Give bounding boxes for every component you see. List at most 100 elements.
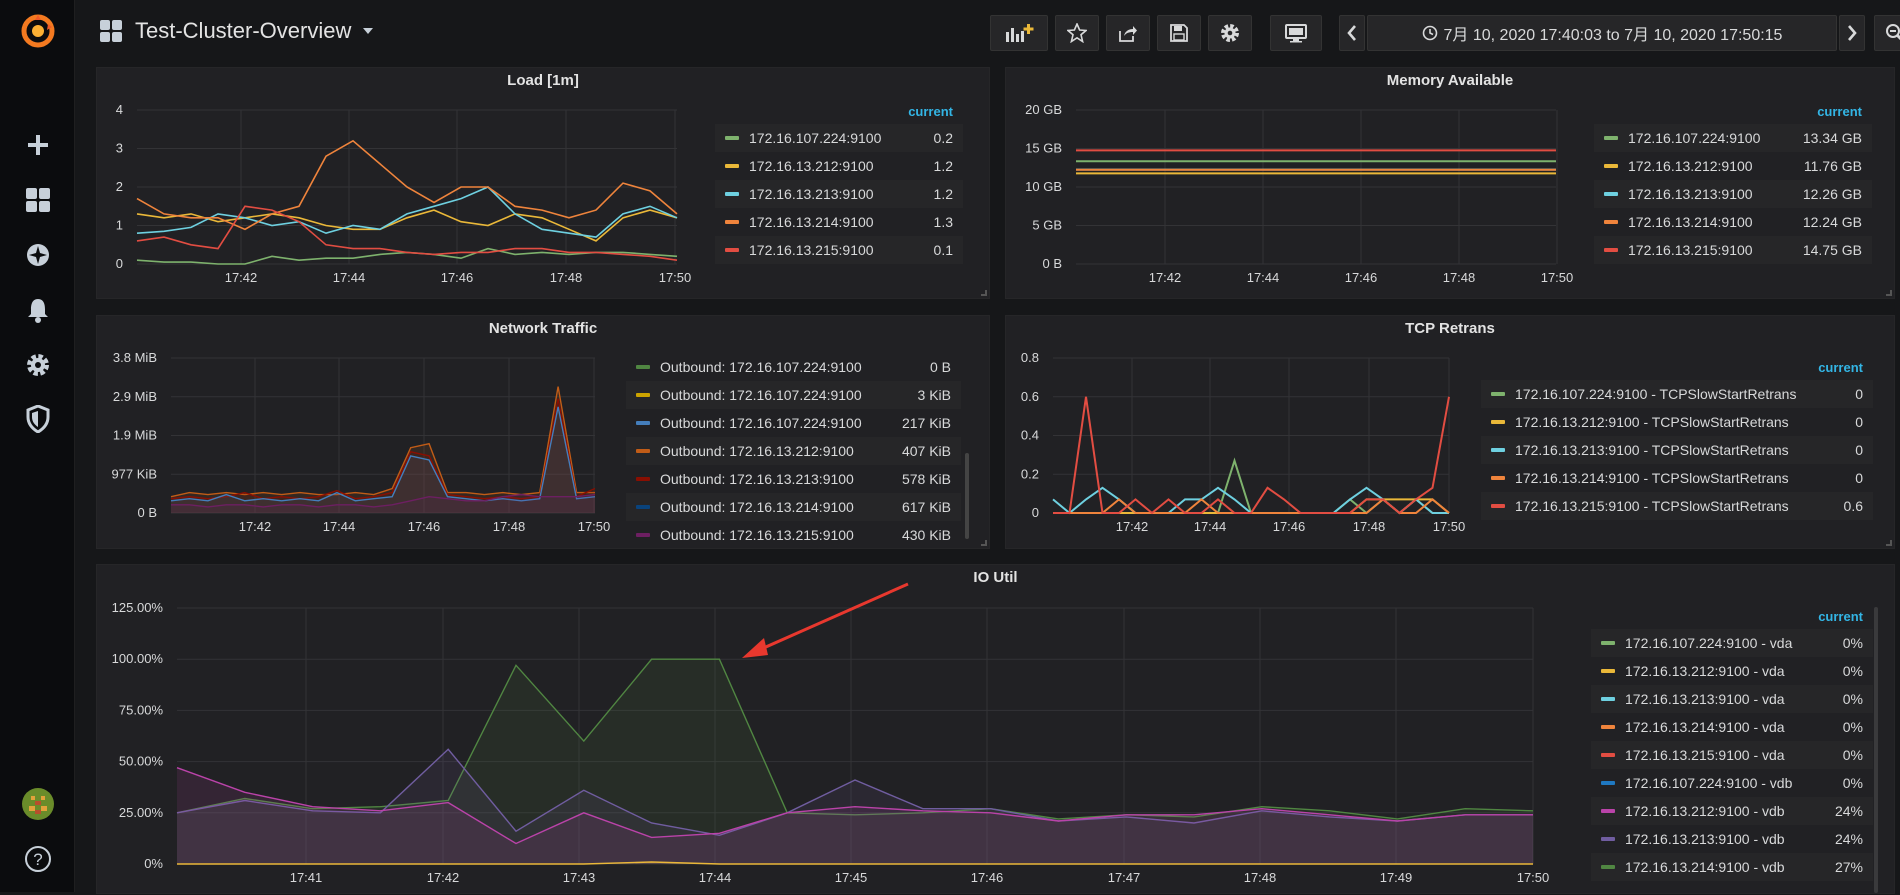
time-range-picker[interactable]: 7月 10, 2020 17:40:03 to 7月 10, 2020 17:5… (1367, 15, 1837, 51)
legend-current-header[interactable]: current (1818, 360, 1863, 375)
legend-item[interactable]: 172.16.13.215:9100 - TCPSlowStartRetrans… (1481, 492, 1873, 520)
time-shift-back-button[interactable] (1339, 15, 1365, 51)
series-color-swatch[interactable] (1604, 220, 1618, 224)
series-color-swatch[interactable] (725, 220, 739, 224)
legend-series-name[interactable]: 172.16.13.212:9100 - vdb (1625, 803, 1785, 819)
series-color-swatch[interactable] (1491, 420, 1505, 424)
time-shift-forward-button[interactable] (1839, 15, 1865, 51)
legend-series-name[interactable]: 172.16.13.212:9100 (1628, 158, 1753, 174)
legend-item[interactable]: 172.16.13.212:9100 1.2 (715, 152, 963, 180)
series-color-swatch[interactable] (725, 192, 739, 196)
series-color-swatch[interactable] (1601, 837, 1615, 841)
resize-handle[interactable] (1886, 540, 1892, 546)
legend-current-header[interactable]: current (1818, 609, 1863, 624)
resize-handle[interactable] (981, 540, 987, 546)
legend-scrollbar[interactable] (965, 453, 969, 539)
legend-series-name[interactable]: Outbound: 172.16.13.213:9100 (660, 471, 854, 487)
legend-item[interactable]: 172.16.13.214:9100 12.24 GB (1594, 208, 1872, 236)
legend-item[interactable]: 172.16.13.215:9100 - vda 0% (1591, 741, 1873, 769)
legend-series-name[interactable]: 172.16.13.213:9100 - vda (1625, 691, 1785, 707)
legend-item[interactable]: 172.16.13.212:9100 - vda 0% (1591, 657, 1873, 685)
legend-item[interactable]: Outbound: 172.16.107.224:9100 0 B (626, 353, 961, 381)
save-dashboard-button[interactable] (1157, 15, 1201, 51)
legend-item[interactable]: 172.16.13.213:9100 - TCPSlowStartRetrans… (1481, 436, 1873, 464)
legend-item[interactable]: Outbound: 172.16.13.213:9100 578 KiB (626, 465, 961, 493)
legend-series-name[interactable]: 172.16.13.215:9100 - TCPSlowStartRetrans (1515, 498, 1789, 514)
legend-item[interactable]: 172.16.107.224:9100 0.2 (715, 124, 963, 152)
series-color-swatch[interactable] (636, 393, 650, 397)
legend-item[interactable]: 172.16.13.215:9100 14.75 GB (1594, 236, 1872, 264)
legend-series-name[interactable]: Outbound: 172.16.107.224:9100 (660, 359, 862, 375)
legend-item[interactable]: 172.16.13.214:9100 1.3 (715, 208, 963, 236)
memory-graph[interactable]: 0 B 5 GB 10 GB 15 GB 20 GB 17:42 17:44 17:46 17:… (1006, 68, 1586, 300)
dashboard-settings-button[interactable] (1208, 15, 1252, 51)
series-line[interactable] (176, 767, 1533, 845)
series-line[interactable] (171, 493, 596, 508)
legend-series-name[interactable]: 172.16.107.224:9100 (749, 130, 882, 146)
series-color-swatch[interactable] (1491, 476, 1505, 480)
legend-item[interactable]: 172.16.13.213:9100 1.2 (715, 180, 963, 208)
series-color-swatch[interactable] (1601, 781, 1615, 785)
series-line[interactable] (136, 209, 678, 242)
legend-series-name[interactable]: 172.16.13.215:9100 - vda (1625, 747, 1785, 763)
series-color-swatch[interactable] (1604, 164, 1618, 168)
series-line[interactable] (170, 406, 596, 502)
series-color-swatch[interactable] (1491, 448, 1505, 452)
legend-series-name[interactable]: 172.16.107.224:9100 - TCPSlowStartRetran… (1515, 386, 1797, 402)
series-line[interactable] (136, 247, 678, 265)
series-color-swatch[interactable] (1601, 753, 1615, 757)
panel-title[interactable]: IO Util (973, 569, 1018, 586)
legend-item[interactable]: 172.16.107.224:9100 13.34 GB (1594, 124, 1872, 152)
alerting-icon[interactable] (17, 289, 59, 331)
legend-current-header[interactable]: current (908, 104, 953, 119)
legend-item[interactable]: Outbound: 172.16.107.224:9100 3 KiB (626, 381, 961, 409)
series-color-swatch[interactable] (1491, 504, 1505, 508)
series-color-swatch[interactable] (1601, 641, 1615, 645)
legend-item[interactable]: Outbound: 172.16.107.224:9100 217 KiB (626, 409, 961, 437)
resize-handle[interactable] (981, 290, 987, 296)
series-line[interactable] (1053, 396, 1450, 515)
legend-item[interactable]: 172.16.13.212:9100 - TCPSlowStartRetrans… (1481, 408, 1873, 436)
series-color-swatch[interactable] (725, 136, 739, 140)
series-color-swatch[interactable] (636, 421, 650, 425)
legend-series-name[interactable]: 172.16.13.215:9100 (1628, 242, 1753, 258)
legend-item[interactable]: 172.16.107.224:9100 - vdb 0% (1591, 769, 1873, 797)
legend-item[interactable]: 172.16.107.224:9100 - vda 0% (1591, 629, 1873, 657)
add-panel-button[interactable] (990, 15, 1048, 51)
series-color-swatch[interactable] (1604, 192, 1618, 196)
legend-item[interactable]: 172.16.13.215:9100 0.1 (715, 236, 963, 264)
series-line[interactable] (176, 658, 1534, 820)
series-line[interactable] (170, 398, 596, 500)
series-color-swatch[interactable] (636, 449, 650, 453)
legend-item[interactable]: 172.16.13.214:9100 - vdb 27% (1591, 853, 1873, 881)
plus-icon[interactable] (17, 124, 59, 166)
load-graph[interactable]: 0 1 2 3 4 17:42 17:44 17:46 17:48 17:50 (97, 68, 697, 300)
share-dashboard-button[interactable] (1106, 15, 1150, 51)
legend-series-name[interactable]: 172.16.107.224:9100 (1628, 130, 1761, 146)
series-line[interactable] (136, 205, 678, 261)
legend-series-name[interactable]: 172.16.13.213:9100 (749, 186, 874, 202)
series-line[interactable] (170, 386, 595, 498)
help-icon[interactable]: ? (17, 838, 59, 880)
series-line[interactable] (176, 748, 1533, 837)
legend-series-name[interactable]: Outbound: 172.16.13.215:9100 (660, 527, 854, 543)
legend-scrollbar[interactable] (1874, 607, 1878, 893)
legend-series-name[interactable]: Outbound: 172.16.13.214:9100 (660, 499, 854, 515)
zoom-out-button[interactable] (1874, 15, 1900, 51)
legend-item[interactable]: Outbound: 172.16.13.215:9100 430 KiB (626, 521, 961, 545)
tv-mode-button[interactable] (1270, 15, 1322, 51)
legend-item[interactable]: 172.16.13.213:9100 - vdb 24% (1591, 825, 1873, 853)
panel-title[interactable]: Memory Available (1386, 72, 1514, 89)
series-line[interactable] (136, 139, 678, 231)
legend-series-name[interactable]: Outbound: 172.16.13.212:9100 (660, 443, 854, 459)
legend-series-name[interactable]: 172.16.13.212:9100 - TCPSlowStartRetrans (1515, 414, 1789, 430)
legend-item[interactable]: 172.16.13.214:9100 - vda 0% (1591, 713, 1873, 741)
legend-series-name[interactable]: 172.16.13.213:9100 - TCPSlowStartRetrans (1515, 442, 1789, 458)
dashboard-title-picker[interactable]: Test-Cluster-Overview (99, 18, 374, 44)
legend-series-name[interactable]: 172.16.13.214:9100 (749, 214, 874, 230)
legend-series-name[interactable]: 172.16.13.212:9100 (749, 158, 874, 174)
legend-series-name[interactable]: 172.16.13.214:9100 - vdb (1625, 859, 1785, 875)
legend-series-name[interactable]: 172.16.13.214:9100 (1628, 214, 1753, 230)
legend-series-name[interactable]: 172.16.13.214:9100 - vda (1625, 719, 1785, 735)
legend-item[interactable]: 172.16.13.213:9100 12.26 GB (1594, 180, 1872, 208)
